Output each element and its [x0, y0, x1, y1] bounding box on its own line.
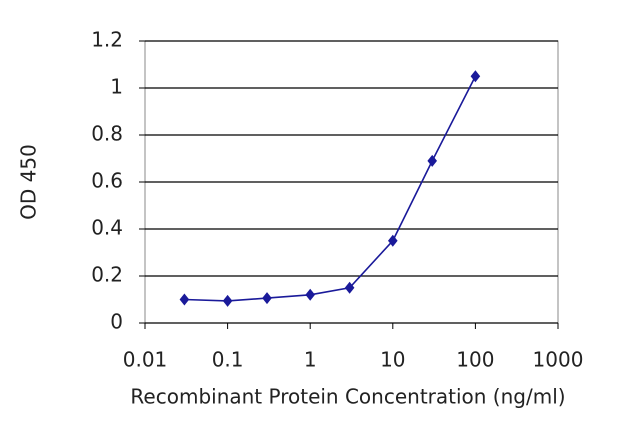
y-tick-label: 0.8: [91, 122, 123, 146]
y-tick-label: 1.2: [91, 28, 123, 52]
data-point: [262, 292, 272, 305]
data-point: [470, 70, 481, 83]
data-line: [184, 75, 477, 302]
x-tick-label: 1000: [533, 348, 584, 372]
y-tick-label: 0.6: [91, 169, 123, 193]
y-tick-label: 0: [110, 310, 123, 334]
y-axis-label: OD 450: [17, 144, 41, 220]
data-point: [388, 234, 398, 247]
x-tick-label: 0.01: [123, 348, 168, 372]
data-point: [179, 293, 190, 306]
data-point: [344, 281, 355, 294]
x-axis-label: Recombinant Protein Concentration (ng/ml…: [130, 385, 565, 409]
y-tick-label: 0.2: [91, 263, 123, 287]
x-tick-label: 10: [380, 348, 405, 372]
y-tick-label: 0.4: [91, 216, 123, 240]
x-tick-label: 100: [456, 348, 494, 372]
x-tick-label: 1: [304, 348, 317, 372]
y-tick-label: 1: [110, 75, 123, 99]
data-point: [222, 294, 233, 307]
x-tick-label: 0.1: [212, 348, 244, 372]
data-point: [305, 288, 315, 301]
data-point: [427, 154, 438, 167]
